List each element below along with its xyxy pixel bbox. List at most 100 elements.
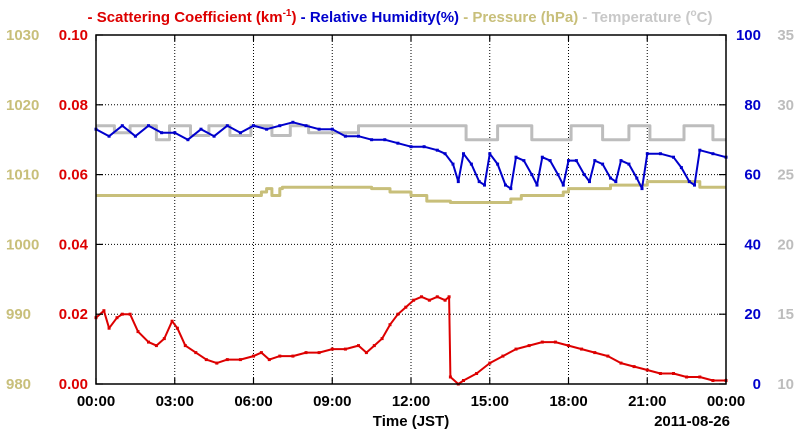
data-point-scattering-coefficient [183, 344, 187, 348]
series-layer [94, 120, 728, 386]
data-point-relative-humidity [370, 138, 374, 142]
data-point-relative-humidity [601, 162, 605, 166]
data-point-relative-humidity [535, 183, 539, 187]
data-point-scattering-coefficient [372, 344, 376, 348]
data-point-relative-humidity [477, 180, 481, 184]
legend-dash: - [296, 9, 309, 26]
scattering-axis-tick-label: 0.08 [59, 97, 88, 114]
data-point-scattering-coefficient [278, 354, 282, 358]
axes: 00:00 03:00 06:00 09:00 12:00 15:00 18:00 21:00… [6, 27, 794, 430]
data-point-scattering-coefficient [388, 323, 392, 327]
temperature-axis-tick-label: 30 [777, 97, 794, 114]
data-point-relative-humidity [556, 173, 560, 177]
temperature-axis-tick-label: 10 [777, 376, 794, 393]
data-point-relative-humidity [588, 180, 591, 184]
data-point-scattering-coefficient [317, 351, 321, 355]
data-point-relative-humidity [265, 127, 269, 131]
data-point-relative-humidity [238, 131, 242, 135]
data-point-scattering-coefficient [420, 295, 423, 299]
data-point-scattering-coefficient [672, 372, 675, 375]
data-point-scattering-coefficient [475, 372, 479, 375]
humidity-axis-tick-label: 100 [736, 27, 761, 44]
data-point-relative-humidity [698, 148, 702, 152]
data-point-scattering-coefficient [514, 347, 518, 351]
data-point-relative-humidity [451, 162, 455, 166]
x-tick-label: 21:00 [628, 393, 666, 410]
data-point-relative-humidity [679, 166, 683, 170]
data-point-relative-humidity [582, 173, 586, 177]
legend-dash: - [459, 9, 472, 26]
data-point-scattering-coefficient [645, 368, 649, 372]
data-point-scattering-coefficient [396, 312, 400, 316]
pressure-axis-tick-label: 1010 [6, 167, 39, 184]
data-point-relative-humidity [496, 162, 500, 166]
data-point-relative-humidity [383, 138, 387, 142]
data-point-relative-humidity [291, 120, 295, 124]
temperature-axis-tick-label: 35 [777, 27, 794, 44]
data-point-relative-humidity [593, 159, 597, 163]
data-point-scattering-coefficient [462, 379, 465, 382]
data-point-scattering-coefficient [412, 298, 416, 302]
pressure-axis-tick-label: 1030 [6, 27, 39, 44]
legend-item-tail: ) [291, 9, 296, 26]
scattering-axis-tick-label: 0.06 [59, 167, 88, 184]
data-point-relative-humidity [614, 180, 618, 184]
data-point-scattering-coefficient [102, 309, 106, 313]
data-point-relative-humidity [514, 155, 518, 159]
data-point-relative-humidity [462, 152, 465, 156]
temperature-axis-tick-label: 15 [777, 306, 794, 323]
legend-item-temperature: Temperature ( [592, 9, 691, 26]
data-point-scattering-coefficient [215, 361, 219, 365]
data-point-scattering-coefficient [330, 347, 334, 351]
data-point-scattering-coefficient [162, 337, 166, 341]
data-point-scattering-coefficient [267, 358, 271, 362]
data-point-relative-humidity [409, 145, 413, 149]
data-point-relative-humidity [173, 131, 177, 135]
data-point-scattering-coefficient [225, 358, 229, 362]
series-line-pressure [96, 180, 726, 204]
x-tick-label: 06:00 [234, 393, 272, 410]
data-point-relative-humidity [396, 141, 400, 145]
scattering-axis-tick-label: 0.04 [59, 236, 89, 253]
date-label: 2011-08-26 [654, 413, 730, 430]
x-tick-label: 09:00 [313, 393, 351, 410]
data-point-scattering-coefficient [194, 351, 198, 355]
data-point-relative-humidity [561, 183, 565, 187]
data-point-scattering-coefficient [553, 340, 557, 344]
data-point-scattering-coefficient [154, 344, 158, 348]
data-point-scattering-coefficient [711, 379, 715, 382]
data-point-relative-humidity [120, 124, 124, 128]
data-point-relative-humidity [483, 183, 486, 187]
data-point-scattering-coefficient [380, 337, 384, 341]
data-point-relative-humidity [343, 134, 347, 138]
legend-text: - Scattering Coefficient (km-1) - Relati… [88, 8, 713, 26]
humidity-axis-tick-label: 40 [744, 236, 761, 253]
data-point-scattering-coefficient [175, 326, 179, 330]
data-point-scattering-coefficient [107, 326, 111, 330]
data-point-relative-humidity [609, 176, 612, 180]
data-point-scattering-coefficient [567, 344, 570, 348]
scattering-axis-tick-label: 0.10 [59, 27, 88, 44]
temperature-axis-tick-label: 20 [777, 236, 794, 253]
temperature-axis-tick-label: 25 [777, 167, 794, 184]
data-point-relative-humidity [186, 138, 190, 142]
data-point-relative-humidity [504, 183, 507, 187]
data-point-relative-humidity [147, 124, 150, 128]
data-point-scattering-coefficient [136, 330, 140, 334]
data-point-relative-humidity [252, 124, 255, 128]
pressure-axis-tick-label: 1020 [6, 97, 39, 114]
humidity-axis-tick-label: 0 [753, 376, 761, 393]
data-point-scattering-coefficient [128, 312, 132, 316]
data-point-scattering-coefficient [147, 340, 150, 344]
data-point-relative-humidity [107, 134, 111, 138]
data-point-relative-humidity [672, 155, 675, 159]
data-point-relative-humidity [567, 159, 570, 163]
data-point-relative-humidity [278, 124, 282, 128]
data-point-relative-humidity [422, 145, 426, 149]
data-point-relative-humidity [635, 176, 639, 180]
data-point-relative-humidity [522, 159, 526, 163]
legend: - Scattering Coefficient (km-1) - Relati… [88, 8, 713, 26]
data-point-relative-humidity [687, 180, 691, 184]
x-tick-label: 00:00 [707, 393, 745, 410]
data-point-relative-humidity [658, 152, 662, 156]
